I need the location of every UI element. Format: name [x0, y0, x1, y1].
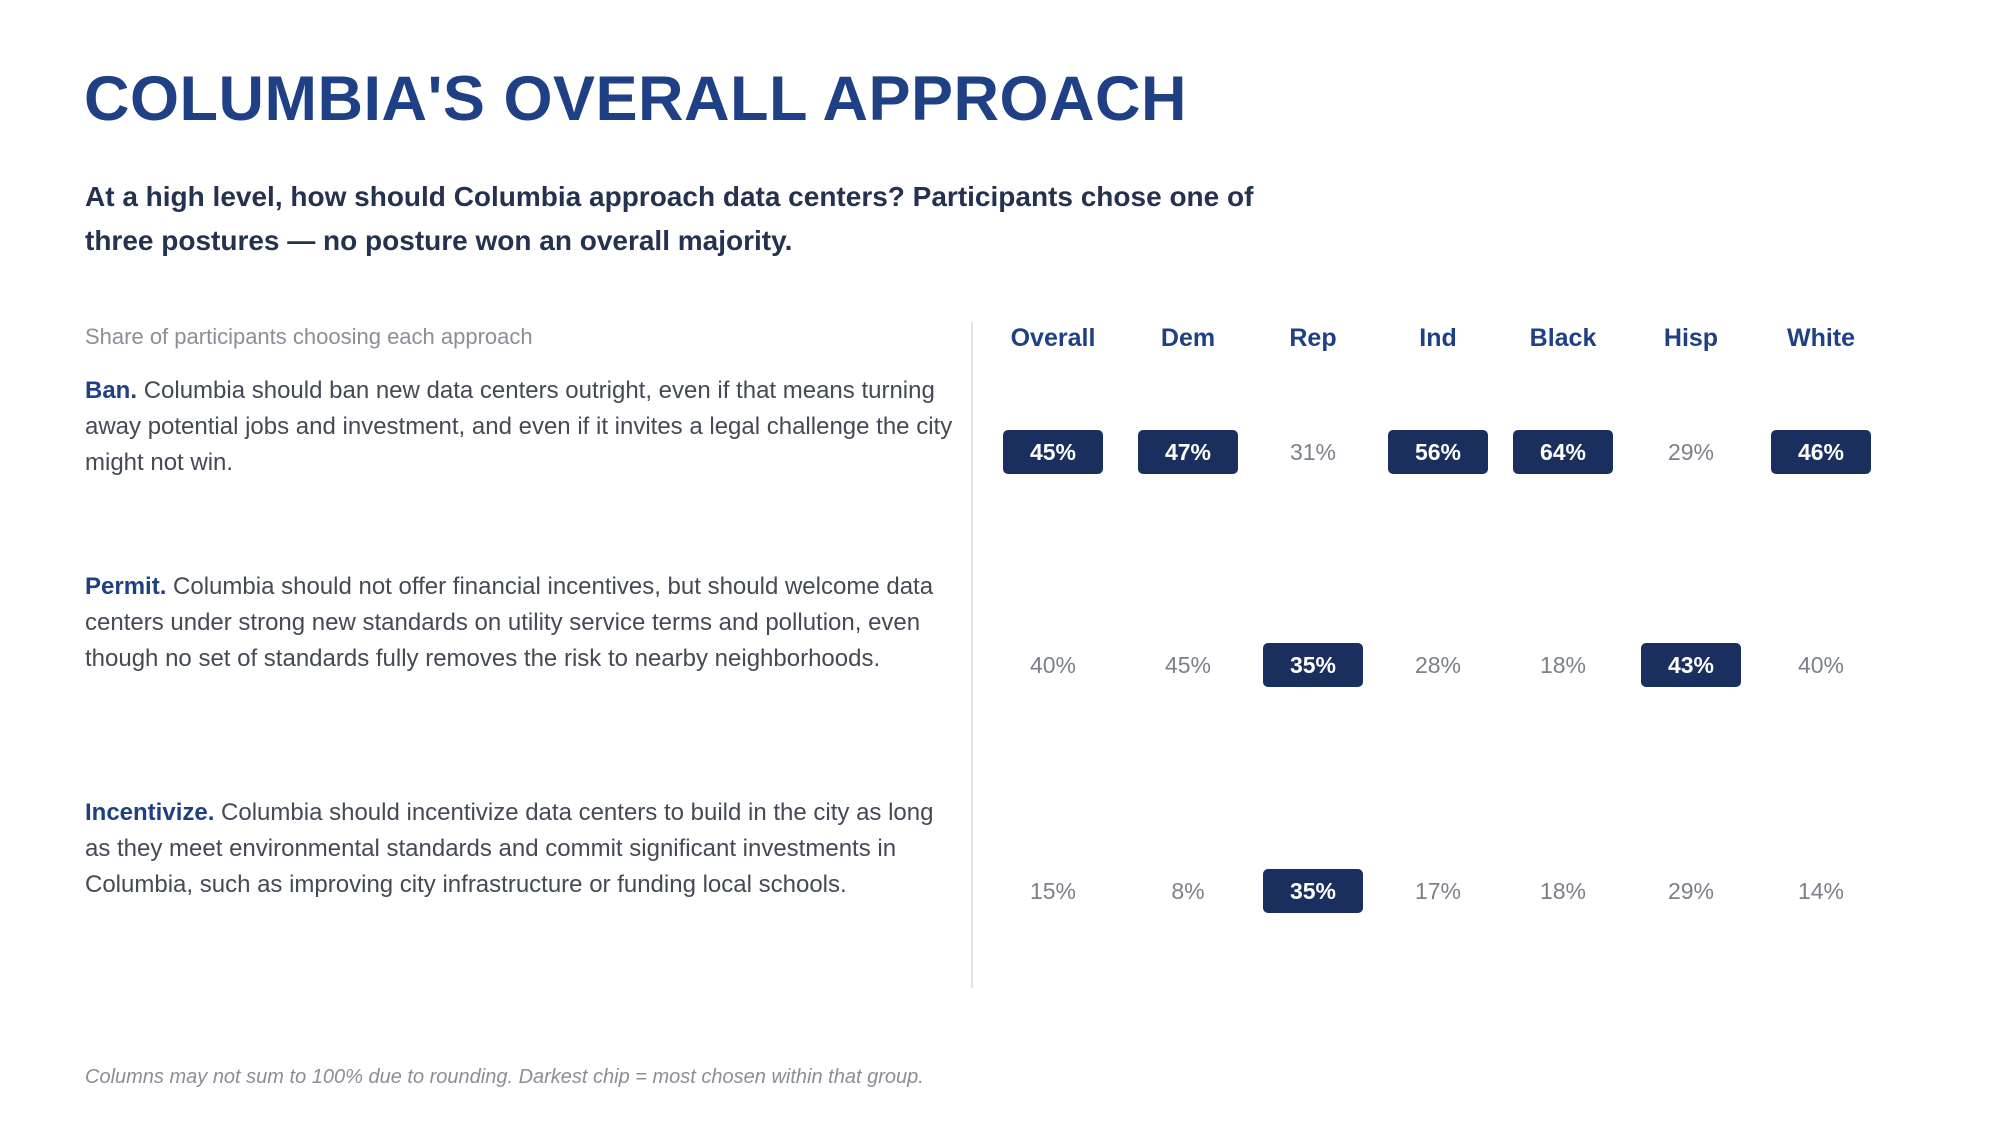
value-ban-hisp: 29%	[1667, 439, 1715, 465]
value-incentivize-dem: 8%	[1171, 878, 1205, 904]
approach-description-permit: Permit. Columbia should not offer financ…	[85, 569, 955, 677]
column-header-ind: Ind	[1419, 324, 1457, 352]
share-label: Share of participants choosing each appr…	[85, 324, 533, 349]
value-ban-white: 46%	[1771, 430, 1871, 474]
approach-label-ban: Ban.	[85, 377, 138, 404]
approach-text-ban: Columbia should ban new data centers out…	[85, 377, 953, 476]
value-permit-dem: 45%	[1164, 652, 1212, 678]
approach-label-permit: Permit.	[85, 573, 167, 600]
column-header-rep: Rep	[1289, 324, 1337, 352]
approach-description-ban: Ban. Columbia should ban new data center…	[85, 373, 955, 481]
value-ban-dem: 47%	[1138, 430, 1238, 474]
value-incentivize-ind: 17%	[1414, 878, 1462, 904]
value-ban-overall: 45%	[1003, 430, 1103, 474]
column-header-overall: Overall	[1010, 324, 1096, 352]
footnote: Columns may not sum to 100% due to round…	[85, 1066, 924, 1088]
value-incentivize-hisp: 29%	[1667, 878, 1715, 904]
value-incentivize-overall: 15%	[1029, 878, 1077, 904]
value-incentivize-rep: 35%	[1263, 869, 1363, 913]
value-permit-overall: 40%	[1029, 652, 1077, 678]
column-header-white: White	[1786, 324, 1856, 352]
value-permit-black: 18%	[1539, 652, 1587, 678]
value-ban-ind: 56%	[1388, 430, 1488, 474]
value-permit-rep: 35%	[1263, 643, 1363, 687]
value-permit-ind: 28%	[1414, 652, 1462, 678]
column-divider	[971, 322, 973, 988]
column-header-black: Black	[1529, 324, 1597, 352]
value-ban-black: 64%	[1513, 430, 1613, 474]
approach-label-incentivize: Incentivize.	[85, 799, 215, 826]
approach-description-incentivize: Incentivize. Columbia should incentivize…	[85, 795, 955, 903]
page-title: COLUMBIA'S OVERALL APPROACH	[84, 64, 1188, 134]
column-header-hisp: Hisp	[1663, 324, 1719, 352]
value-permit-hisp: 43%	[1641, 643, 1741, 687]
value-incentivize-black: 18%	[1539, 878, 1587, 904]
value-ban-rep: 31%	[1289, 439, 1337, 465]
page-subtitle: At a high level, how should Columbia app…	[85, 181, 1254, 256]
approach-text-incentivize: Columbia should incentivize data centers…	[85, 799, 934, 898]
value-incentivize-white: 14%	[1797, 878, 1845, 904]
value-permit-white: 40%	[1797, 652, 1845, 678]
approach-text-permit: Columbia should not offer financial ince…	[85, 573, 934, 672]
column-header-dem: Dem	[1160, 324, 1216, 352]
